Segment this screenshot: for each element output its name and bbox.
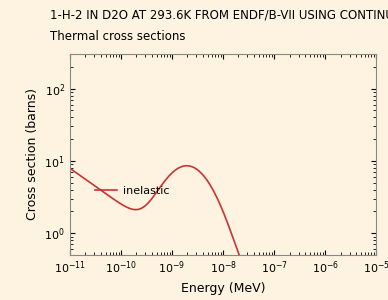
Y-axis label: Cross section (barns): Cross section (barns) (26, 88, 39, 220)
Legend: inelastic: inelastic (91, 181, 174, 200)
Text: 1-H-2 IN D2O AT 293.6K FROM ENDF/B-VII USING CONTINUOUS: 1-H-2 IN D2O AT 293.6K FROM ENDF/B-VII U… (50, 9, 388, 22)
X-axis label: Energy (MeV): Energy (MeV) (181, 282, 265, 295)
Text: Thermal cross sections: Thermal cross sections (50, 30, 186, 43)
